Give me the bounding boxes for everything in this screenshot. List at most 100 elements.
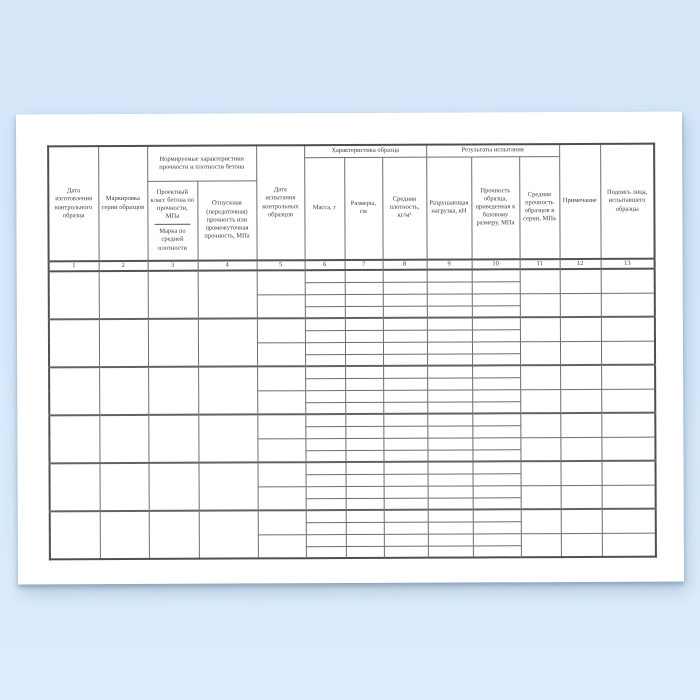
empty-cell	[257, 534, 306, 559]
empty-cell	[304, 318, 345, 331]
column-number: 2	[98, 260, 148, 272]
empty-cell	[601, 340, 656, 366]
column-number: 5	[256, 260, 305, 271]
col-header-dimensions: Размеры, см	[344, 156, 383, 261]
empty-cell	[256, 342, 306, 367]
empty-cell	[198, 366, 258, 415]
empty-cell	[345, 449, 384, 463]
empty-cell	[427, 365, 473, 378]
empty-cell	[382, 341, 428, 354]
empty-cell	[471, 329, 521, 342]
col-header-average-density: Средняя плотность, кг/м³	[382, 156, 427, 260]
empty-cell	[49, 463, 100, 512]
empty-cell	[560, 413, 602, 438]
document-page: Дата изготовления контрольного образца М…	[15, 111, 685, 585]
empty-cell	[305, 546, 346, 559]
empty-cell	[344, 281, 383, 295]
column-number: 11	[519, 259, 560, 270]
column-number: 10	[471, 259, 520, 270]
empty-cell	[426, 305, 472, 318]
empty-cell	[427, 413, 473, 426]
empty-cell	[427, 377, 473, 390]
empty-cell	[601, 460, 656, 486]
empty-cell	[427, 545, 473, 558]
empty-cell	[472, 353, 521, 366]
column-number: 9	[426, 259, 472, 270]
empty-cell	[49, 367, 100, 416]
empty-cell	[257, 390, 306, 415]
empty-cell	[560, 461, 602, 486]
empty-cell	[520, 341, 561, 366]
empty-cell	[520, 389, 561, 414]
empty-cell	[256, 270, 305, 295]
empty-cell	[304, 294, 345, 307]
empty-cell	[472, 473, 521, 486]
empty-cell	[427, 353, 473, 366]
empty-cell	[472, 389, 521, 402]
empty-cell	[345, 353, 384, 367]
col-header-mass: Масса, г	[304, 157, 345, 261]
empty-cell	[520, 461, 561, 486]
empty-cell	[98, 319, 149, 368]
empty-cell	[600, 268, 655, 294]
col-header-average-series-strength: Средняя прочность образцов в серии, МПа	[519, 156, 560, 260]
empty-cell	[383, 473, 428, 486]
empty-cell	[304, 306, 345, 319]
empty-cell	[344, 341, 384, 355]
col-header-design-class: Проектный класс бетона по прочности, МПа…	[147, 180, 198, 261]
empty-cell	[99, 415, 149, 464]
empty-cell	[427, 497, 473, 510]
empty-cell	[305, 498, 346, 511]
empty-cell	[520, 437, 561, 462]
empty-cell	[198, 414, 258, 463]
empty-cell	[472, 341, 521, 354]
empty-cell	[559, 293, 601, 318]
empty-cell	[345, 521, 384, 535]
empty-cell	[560, 485, 602, 510]
empty-cell	[383, 449, 428, 462]
empty-cell	[560, 341, 602, 366]
group-header-sample-characteristics: Характеристика образца	[304, 144, 427, 158]
empty-cell	[49, 511, 100, 560]
empty-cell	[520, 365, 561, 390]
empty-cell	[305, 486, 346, 499]
empty-cell	[305, 366, 346, 379]
empty-cell	[345, 401, 384, 415]
empty-cell	[304, 342, 346, 355]
empty-cell	[148, 366, 199, 416]
empty-cell	[427, 389, 473, 402]
empty-cell	[147, 318, 199, 368]
empty-cell	[427, 437, 473, 450]
fraction-divider	[154, 224, 191, 226]
empty-cell	[305, 462, 346, 475]
empty-cell	[345, 473, 384, 487]
empty-cell	[305, 534, 346, 547]
empty-cell	[383, 401, 428, 414]
empty-cell	[427, 485, 473, 498]
empty-cell	[560, 509, 602, 534]
empty-cell	[383, 377, 428, 390]
empty-cell	[601, 532, 656, 558]
empty-cell	[305, 426, 346, 439]
empty-cell	[560, 389, 602, 414]
empty-cell	[383, 533, 428, 546]
col-header-breaking-load: Разрушающая нагрузка, кН	[426, 156, 472, 260]
empty-cell	[472, 413, 521, 426]
empty-cell	[472, 449, 521, 462]
empty-cell	[600, 292, 655, 318]
empty-cell	[344, 329, 383, 343]
empty-cell	[257, 438, 306, 463]
empty-cell	[305, 510, 346, 523]
column-number: 6	[304, 260, 345, 271]
empty-cell	[382, 281, 427, 294]
empty-cell	[472, 365, 521, 378]
empty-cell	[471, 281, 520, 294]
design-class-label: Проектный класс бетона по прочности, МПа	[150, 188, 195, 220]
column-number: 4	[197, 260, 257, 271]
empty-cell	[471, 305, 520, 318]
empty-cell	[427, 509, 473, 522]
col-header-note: Примечание	[559, 143, 601, 260]
col-header-strength-base-size: Прочность образца, приведенная к базовом…	[471, 156, 520, 260]
empty-cell	[471, 317, 520, 330]
